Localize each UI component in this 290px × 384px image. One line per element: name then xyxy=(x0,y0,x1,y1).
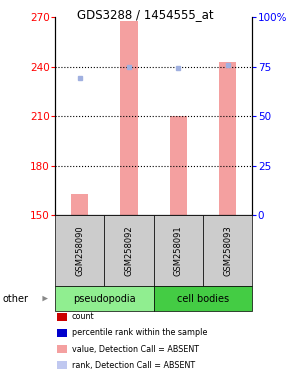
Bar xyxy=(219,62,236,215)
Bar xyxy=(120,21,138,215)
Bar xyxy=(170,116,187,215)
Text: percentile rank within the sample: percentile rank within the sample xyxy=(72,328,207,338)
Text: GSM258091: GSM258091 xyxy=(174,225,183,276)
Text: count: count xyxy=(72,312,95,321)
Bar xyxy=(71,194,88,215)
Text: cell bodies: cell bodies xyxy=(177,293,229,304)
Text: other: other xyxy=(3,293,29,304)
Text: value, Detection Call = ABSENT: value, Detection Call = ABSENT xyxy=(72,344,199,354)
Text: GSM258090: GSM258090 xyxy=(75,225,84,276)
Text: pseudopodia: pseudopodia xyxy=(73,293,136,304)
Text: rank, Detection Call = ABSENT: rank, Detection Call = ABSENT xyxy=(72,361,195,370)
Text: GDS3288 / 1454555_at: GDS3288 / 1454555_at xyxy=(77,8,213,21)
Text: GSM258092: GSM258092 xyxy=(124,225,134,276)
Text: GSM258093: GSM258093 xyxy=(223,225,232,276)
